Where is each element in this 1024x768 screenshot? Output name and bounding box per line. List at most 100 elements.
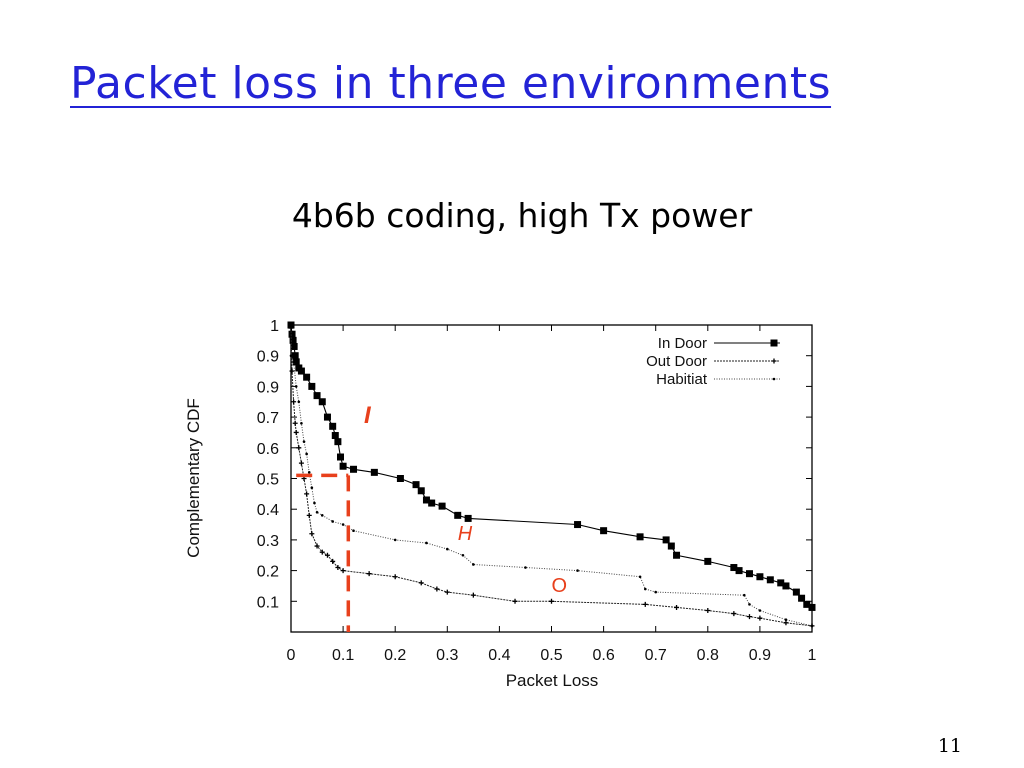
data-point [300, 421, 303, 425]
data-point [329, 422, 337, 430]
x-axis-label: Packet Loss [506, 671, 599, 690]
series-layer [287, 321, 816, 629]
data-point [308, 382, 316, 390]
data-point [324, 552, 330, 558]
data-point [745, 570, 753, 578]
data-point [313, 501, 316, 505]
y-tick-label: 0.1 [257, 594, 279, 611]
data-point [289, 354, 293, 358]
data-point [292, 360, 295, 364]
x-tick-label: 0.6 [592, 647, 614, 664]
data-point [803, 600, 811, 608]
y-tick-label: 1 [270, 318, 279, 335]
data-point [304, 491, 310, 497]
data-point [396, 475, 404, 482]
data-point [782, 582, 790, 590]
data-point [742, 593, 746, 597]
data-point [292, 420, 298, 426]
data-point [393, 538, 397, 542]
data-point [291, 352, 299, 360]
x-tick-label: 0.3 [436, 647, 458, 664]
data-point [600, 527, 608, 535]
data-point [758, 609, 762, 612]
data-point [289, 336, 297, 344]
data-point [643, 587, 647, 591]
data-point [289, 368, 295, 374]
annotation-label: O [552, 575, 568, 597]
data-point [370, 468, 378, 476]
legend-marker [771, 358, 777, 364]
data-point [464, 514, 472, 522]
data-point [310, 486, 314, 490]
legend-marker [772, 377, 776, 381]
data-point [512, 598, 518, 604]
data-point [783, 620, 789, 626]
data-point [335, 565, 341, 571]
data-point [704, 557, 712, 565]
data-point [766, 576, 774, 584]
slide-subtitle: 4b6b coding, high Tx power [291, 196, 753, 235]
data-point [810, 624, 814, 628]
data-point [298, 460, 304, 466]
data-point [292, 358, 300, 366]
series-line [290, 355, 813, 627]
data-point [336, 453, 344, 461]
y-axis-label: Complementary CDF [184, 398, 203, 558]
data-point [303, 373, 311, 381]
y-tick-label: 0.9 [257, 349, 279, 366]
data-point [318, 398, 326, 406]
data-point [291, 399, 297, 405]
page-number: 11 [937, 735, 962, 757]
data-point [757, 615, 763, 621]
data-point [350, 465, 358, 473]
data-point [330, 558, 336, 564]
data-point [674, 604, 680, 610]
data-point [446, 547, 449, 551]
data-point [296, 445, 302, 451]
data-point [288, 330, 296, 338]
data-point [340, 568, 346, 574]
x-tick-label: 0.7 [645, 647, 667, 664]
legend-label: Out Door [646, 353, 707, 370]
data-point [792, 588, 800, 596]
y-tick-label: 0.4 [257, 502, 279, 519]
series-habitiat [289, 354, 814, 628]
data-point [297, 400, 301, 404]
x-tick-label: 0 [287, 647, 296, 664]
data-point [798, 594, 806, 602]
data-point [549, 598, 554, 604]
data-point [302, 440, 306, 443]
y-tick-label: 0.2 [257, 564, 279, 581]
data-point [777, 579, 785, 587]
data-point [662, 536, 670, 544]
x-tick-label: 0.9 [749, 647, 771, 664]
reference-lines [296, 473, 351, 632]
legend-marker [770, 339, 778, 347]
data-point [808, 603, 816, 611]
data-point [428, 499, 436, 507]
data-point [417, 487, 425, 495]
data-point [576, 569, 579, 572]
x-tick-label: 0.1 [332, 647, 354, 664]
legend-label: Habitiat [656, 371, 708, 388]
annotation-label: H [458, 523, 473, 545]
data-point [319, 549, 325, 555]
x-axis-ticks: 0 0.1 0.2 0.3 0.4 0.5 0.6 0.7 0.8 0.9 1 [287, 325, 817, 664]
data-point [293, 429, 299, 435]
data-point [297, 367, 305, 375]
data-point [638, 575, 642, 579]
data-point [784, 618, 788, 622]
data-point [306, 512, 312, 518]
data-point [730, 564, 738, 572]
data-point [341, 523, 345, 526]
data-point [654, 590, 657, 594]
y-tick-label: 0.7 [257, 410, 279, 427]
data-point [444, 589, 450, 595]
data-point [434, 586, 440, 592]
data-point [642, 601, 648, 607]
data-point [636, 533, 644, 541]
data-point [352, 529, 355, 532]
data-point [315, 510, 319, 514]
annotations: I H O [364, 402, 567, 597]
x-tick-label: 0.5 [540, 647, 562, 664]
